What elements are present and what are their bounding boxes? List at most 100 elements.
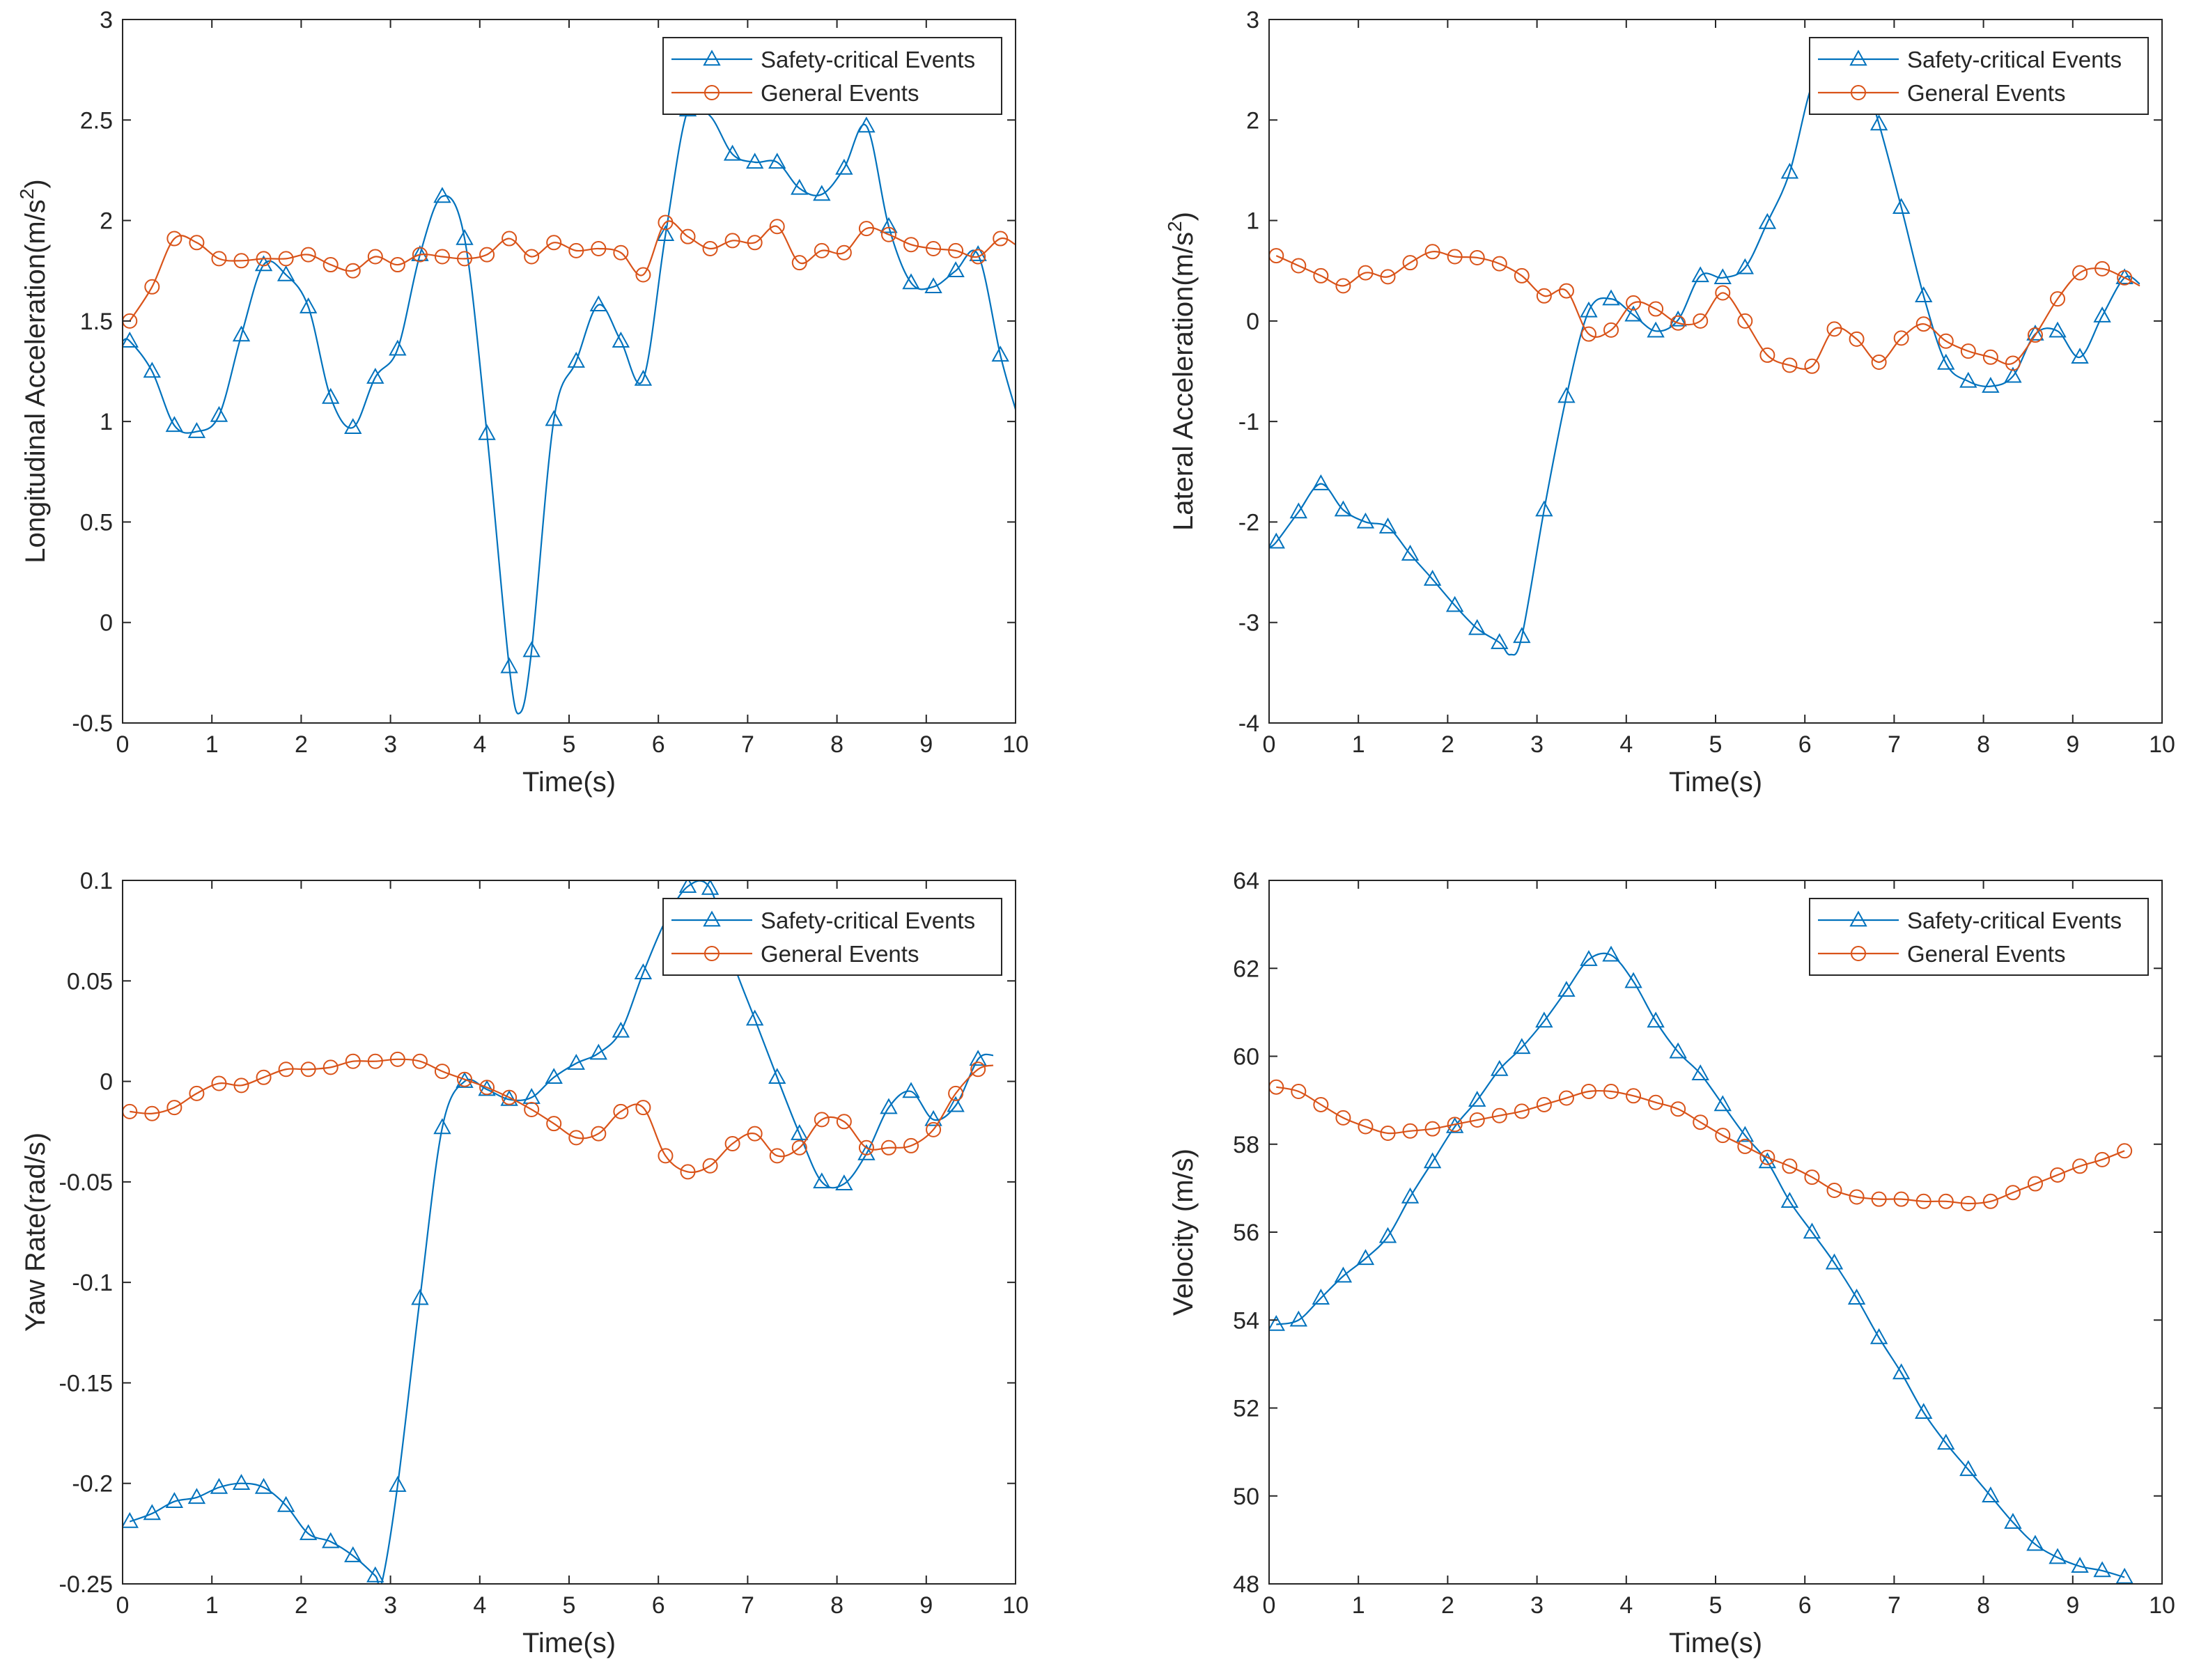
y-tick-label: -2 — [1238, 509, 1259, 536]
data-point-general — [1693, 313, 1709, 329]
y-tick-label: 58 — [1233, 1132, 1259, 1158]
data-point-general — [1960, 343, 1976, 359]
data-point-general — [1313, 267, 1329, 283]
x-tick-label: 0 — [1263, 1592, 1276, 1619]
data-point-safety — [768, 1068, 786, 1084]
data-point-general — [680, 1164, 696, 1180]
data-point-safety — [1423, 1152, 1442, 1169]
data-point-general — [1335, 278, 1351, 294]
data-point-safety — [366, 1566, 384, 1582]
legend-label-safety: Safety-critical Events — [761, 47, 975, 72]
data-point-general — [1804, 1169, 1820, 1185]
legend-label-general: General Events — [761, 941, 919, 967]
y-axis-label-superscript: 2 — [1164, 221, 1186, 232]
data-point-safety — [277, 1495, 295, 1512]
y-axis-label-main: Longitudinal Acceleration(m/s — [20, 199, 51, 563]
legend: Safety-critical Events General Events — [662, 898, 1002, 976]
y-tick-label: 52 — [1233, 1396, 1259, 1422]
data-point-safety — [1780, 162, 1799, 179]
y-tick-label: -0.1 — [72, 1270, 113, 1296]
data-point-general — [1670, 315, 1686, 331]
y-tick-label: 0.5 — [80, 509, 113, 536]
data-point-safety — [322, 1532, 340, 1548]
plot-area — [1269, 20, 2162, 723]
data-point-general — [345, 1053, 361, 1069]
series-line-safety — [1276, 952, 2125, 1578]
x-tick-label: 7 — [741, 1592, 754, 1619]
data-point-safety — [1624, 972, 1642, 988]
data-point-safety — [1959, 371, 1977, 388]
data-point-general — [1915, 1193, 1931, 1209]
data-point-general — [613, 244, 629, 260]
data-point-general — [1938, 1193, 1954, 1209]
data-point-general — [903, 237, 919, 253]
data-point-general — [948, 242, 964, 258]
data-point-safety — [1847, 1289, 1866, 1305]
y-tick-label: 2 — [1246, 107, 1259, 134]
data-point-safety — [1580, 950, 1598, 966]
x-tick-label: 5 — [1709, 731, 1723, 758]
data-point-safety — [1269, 532, 1285, 549]
data-point-general — [1782, 1158, 1798, 1174]
data-point-safety — [634, 963, 653, 979]
data-point-general — [256, 251, 272, 267]
data-point-safety — [969, 1050, 987, 1066]
plot-area — [123, 20, 1016, 723]
data-point-safety — [143, 1504, 162, 1520]
data-point-general — [1491, 1107, 1507, 1123]
series-line-safety — [129, 880, 994, 1584]
data-point-general — [747, 235, 763, 251]
data-point-safety — [902, 1082, 920, 1098]
data-point-general — [680, 228, 696, 244]
data-point-safety — [1892, 198, 1911, 215]
x-tick-label: 10 — [2149, 1592, 2175, 1619]
data-point-safety — [1445, 596, 1464, 612]
data-point-general — [724, 233, 740, 249]
x-tick-label: 7 — [1888, 1592, 1901, 1619]
data-point-safety — [1825, 1253, 1844, 1270]
data-point-safety — [1378, 1227, 1397, 1243]
data-point-safety — [1647, 1011, 1665, 1028]
y-tick-label: 54 — [1233, 1307, 1259, 1334]
data-point-general — [1893, 330, 1909, 346]
data-point-safety — [433, 1118, 451, 1135]
data-point-safety — [344, 1546, 362, 1562]
chart-yaw: 0 1 2 3 4 5 6 7 8 9 10 -0.25 -0.2 -0.15 -0.1 -0.05 0 0.05… — [20, 868, 1029, 1658]
x-tick-label: 0 — [116, 731, 130, 758]
series-line-safety — [1269, 45, 2140, 656]
data-point-safety — [1535, 500, 1553, 517]
x-tick-label: 5 — [1709, 1592, 1723, 1619]
data-point-general — [1469, 249, 1485, 265]
legend-box — [1809, 37, 2149, 115]
data-point-general — [836, 1114, 852, 1130]
data-point-safety — [2004, 366, 2022, 383]
data-point-general — [1313, 1096, 1329, 1112]
data-point-general — [814, 242, 830, 258]
data-point-safety — [701, 880, 720, 895]
data-point-general — [166, 231, 182, 247]
data-point-safety — [254, 1477, 273, 1494]
data-point-safety — [1982, 377, 2000, 393]
data-point-general — [724, 1136, 740, 1152]
data-point-general — [524, 249, 540, 265]
data-point-general — [702, 240, 718, 256]
data-point-safety — [299, 1524, 318, 1541]
series-line-general — [1275, 251, 2140, 370]
data-point-safety — [835, 1174, 853, 1190]
data-point-general — [1982, 349, 1998, 365]
data-point-safety — [1803, 1222, 1821, 1239]
data-point-safety — [1959, 1460, 1977, 1477]
data-point-general — [2005, 1185, 2021, 1201]
data-point-safety — [612, 1021, 630, 1038]
data-point-safety — [522, 641, 541, 658]
plot-area — [123, 880, 1016, 1584]
data-point-general — [1737, 1138, 1753, 1154]
data-point-safety — [187, 1488, 206, 1504]
data-point-general — [2072, 1158, 2088, 1174]
data-point-general — [1291, 258, 1307, 274]
data-point-safety — [2093, 1561, 2111, 1578]
data-point-safety — [1669, 1042, 1687, 1059]
y-tick-label: 60 — [1233, 1044, 1259, 1071]
data-point-general — [1491, 256, 1507, 272]
